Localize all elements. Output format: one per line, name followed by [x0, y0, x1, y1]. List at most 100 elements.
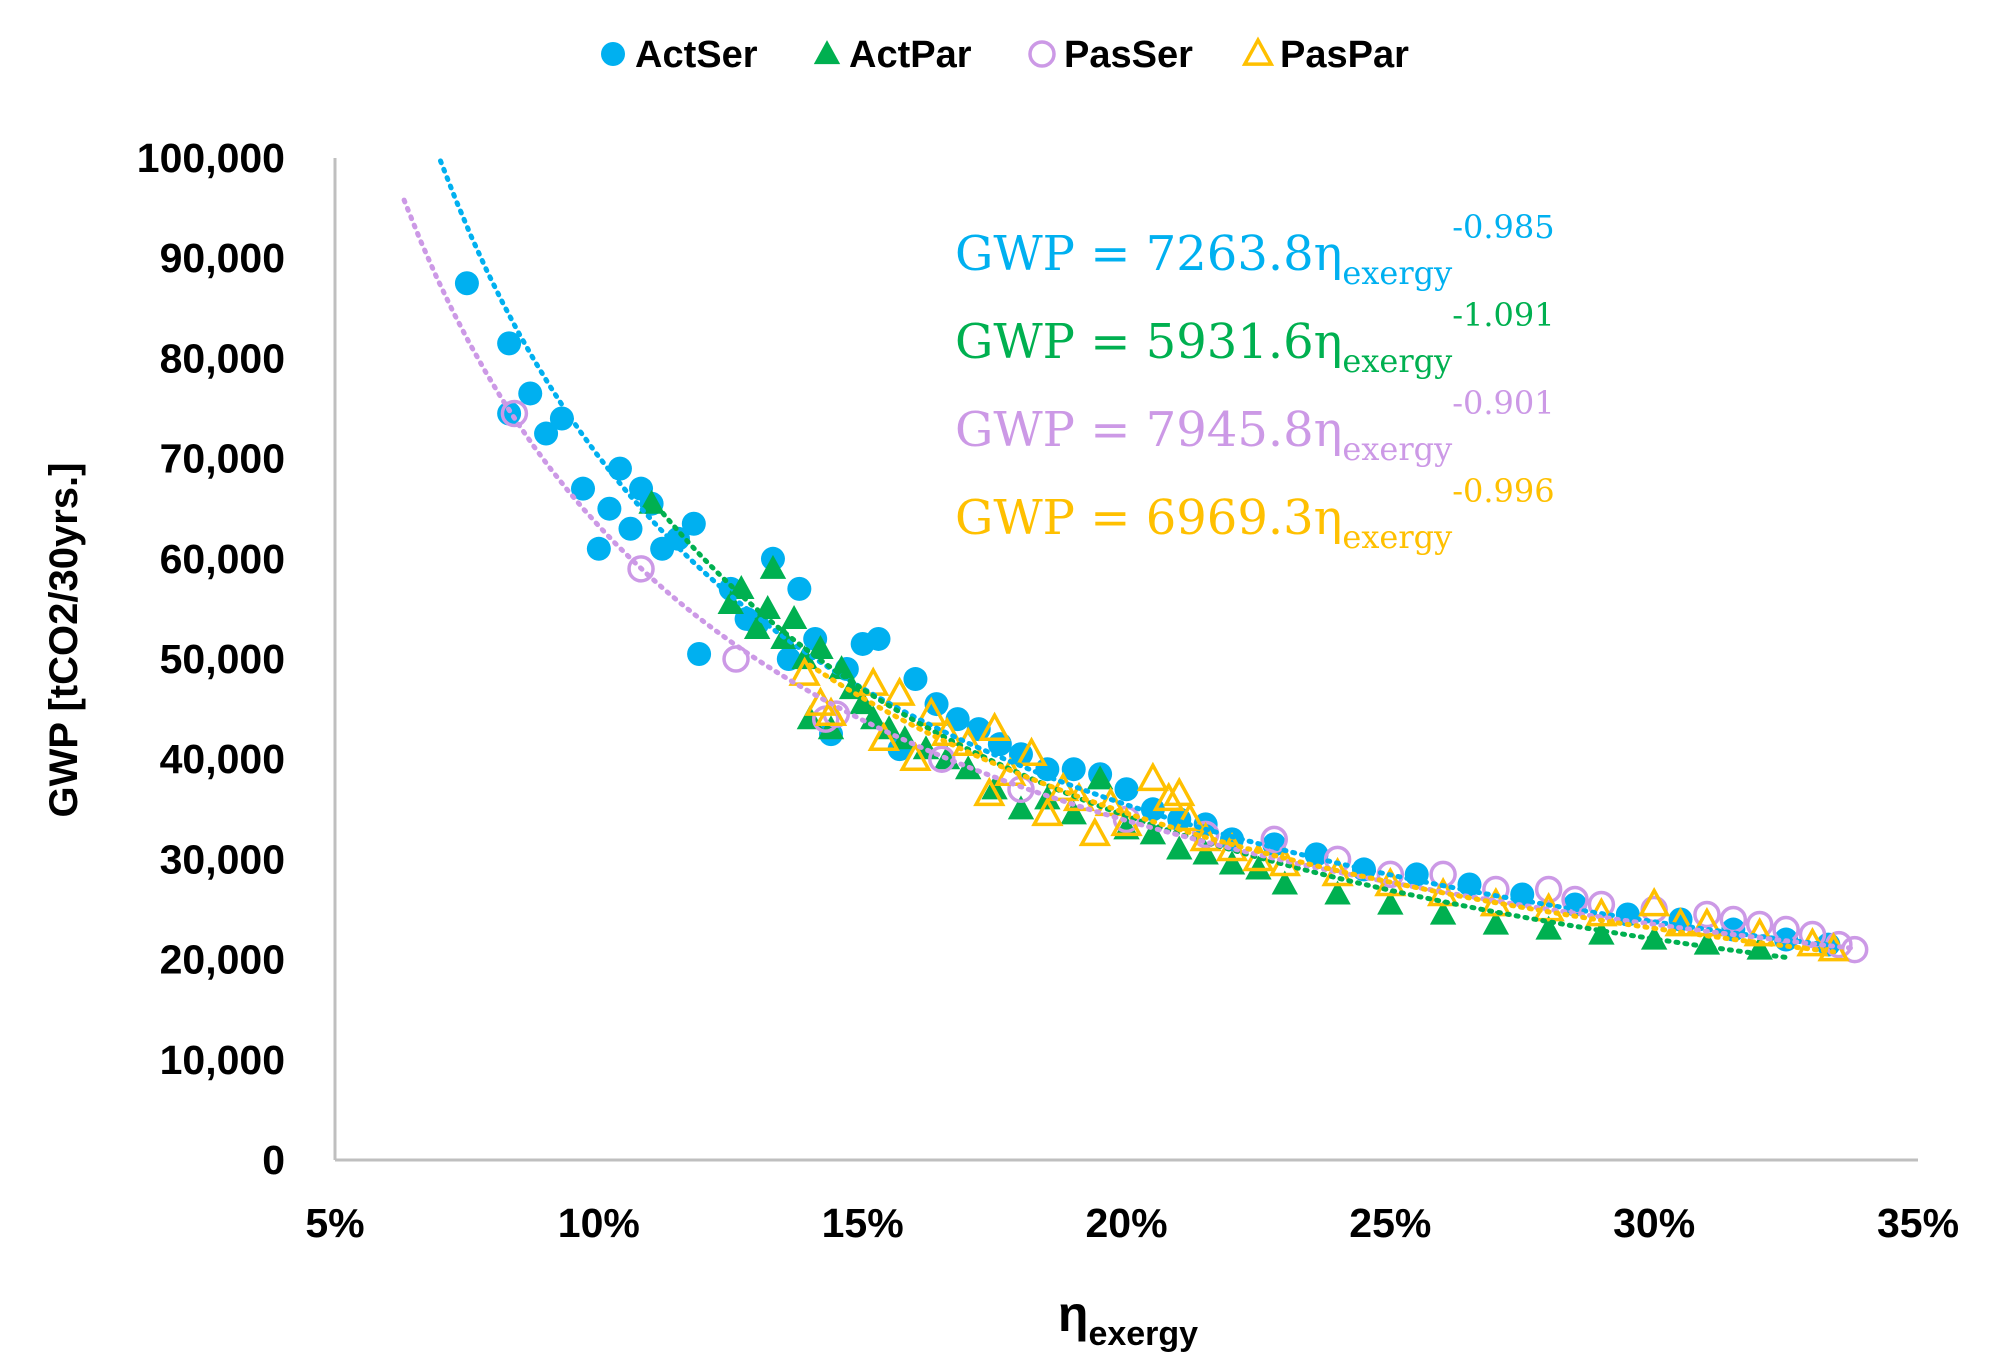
legend-label-paspar: PasPar — [1280, 34, 1409, 76]
paspar-point — [867, 721, 900, 751]
paspar-point — [883, 676, 916, 706]
actpar-point — [1588, 920, 1615, 945]
x-tick-label: 30% — [1613, 1200, 1695, 1246]
y-tick-label: 60,000 — [160, 536, 285, 582]
actser-point — [597, 496, 622, 521]
legend-item-actpar: ActPar — [813, 34, 972, 76]
actpar-point — [1429, 900, 1457, 925]
actser-point — [681, 511, 706, 536]
y-tick-label: 20,000 — [160, 937, 285, 983]
paspar-point — [1031, 796, 1064, 827]
y-tick-label: 40,000 — [160, 736, 285, 782]
x-axis-title-subscript: exergy — [1088, 1315, 1198, 1353]
y-tick-label: 80,000 — [160, 335, 285, 381]
passer-trendline — [401, 197, 1858, 951]
paspar-point — [1152, 781, 1185, 812]
actpar-point — [1218, 850, 1246, 875]
actser-point — [866, 626, 891, 651]
actpar-point — [754, 594, 781, 619]
actpar-point — [875, 715, 903, 740]
passer-point — [1376, 860, 1405, 889]
legend-label-passer: PasSer — [1064, 34, 1193, 76]
legend: ActSer ActPar PasSer PasPar — [601, 34, 1409, 76]
actpar-point — [860, 705, 887, 730]
actser-point — [618, 516, 643, 541]
passer-point — [500, 399, 529, 428]
paspar-point — [788, 656, 821, 686]
actser-point — [454, 271, 479, 296]
actser-point — [586, 536, 611, 561]
actser-point — [903, 667, 928, 692]
actpar-point — [1271, 870, 1298, 895]
passer-point — [1798, 920, 1827, 949]
x-axis-title-symbol: η — [1058, 1286, 1089, 1342]
legend-label-actpar: ActPar — [849, 34, 972, 76]
paspar-point — [1173, 801, 1206, 832]
actser-point — [687, 641, 712, 666]
legend-item-passer: PasSer — [1028, 34, 1193, 76]
plot-area: 0 10,000 20,000 30,000 40,000 50,000 60,000 70,… — [137, 135, 1959, 1246]
passer-point — [1260, 825, 1288, 854]
y-tick-label: 30,000 — [160, 836, 285, 882]
actpar-point — [1535, 915, 1562, 940]
actpar-point — [717, 589, 744, 614]
y-tick-label: 100,000 — [137, 135, 285, 181]
actser-point — [497, 331, 522, 356]
actpar-trend-equation: GWP = 5931.6ηexergy-1.091 — [955, 296, 1555, 380]
x-axis-title: ηexergy — [1058, 1286, 1198, 1353]
paspar-point — [930, 716, 964, 746]
legend-label-actser: ActSer — [635, 34, 758, 76]
paspar-point — [899, 741, 932, 772]
actser-point — [534, 421, 559, 446]
passer-trend-equation: GWP = 7945.8ηexergy-0.901 — [955, 384, 1555, 468]
paspar-point — [1163, 776, 1196, 807]
paspar-trendline — [807, 662, 1837, 955]
trendlines — [401, 158, 1858, 960]
passer-point — [1640, 895, 1668, 924]
actpar-point — [1007, 795, 1035, 820]
x-tick-label: 10% — [558, 1200, 640, 1246]
passer-point — [1534, 875, 1563, 904]
actpar-point — [849, 690, 876, 715]
x-tick-label: 35% — [1877, 1200, 1959, 1246]
actpar-point — [728, 574, 755, 599]
legend-marker-paspar — [1241, 36, 1275, 66]
paspar-point — [1078, 816, 1111, 847]
legend-item-actser: ActSer — [601, 34, 758, 76]
actser-trend-equation: GWP = 7263.8ηexergy-0.985 — [955, 208, 1555, 292]
actser-point — [571, 476, 596, 501]
paspar-point — [1136, 761, 1170, 792]
legend-marker-actser — [601, 42, 625, 66]
paspar-point — [1638, 886, 1671, 917]
paspar-point — [973, 776, 1006, 807]
actpar-point — [743, 615, 771, 640]
y-tick-label: 50,000 — [160, 636, 285, 682]
y-tick-label: 90,000 — [160, 235, 285, 281]
x-tick-label: 20% — [1085, 1200, 1167, 1246]
actser-point — [1114, 777, 1139, 802]
paspar-point — [978, 711, 1011, 741]
actser-point — [1061, 757, 1086, 782]
actser-point — [987, 732, 1012, 757]
actpar-point — [1166, 835, 1193, 860]
y-tick-labels: 0 10,000 20,000 30,000 40,000 50,000 60,000 70,… — [137, 135, 285, 1183]
paspar-point — [804, 686, 837, 716]
paspar-point — [1094, 786, 1127, 817]
actpar-point — [1324, 880, 1351, 905]
x-tick-label: 15% — [822, 1200, 904, 1246]
x-tick-label: 25% — [1349, 1200, 1431, 1246]
x-tick-label: 5% — [305, 1200, 364, 1246]
paspar-trend-equation: GWP = 6969.3ηexergy-0.996 — [955, 472, 1555, 556]
actpar-point — [1192, 840, 1219, 865]
y-axis-title: GWP [tCO2/30yrs.] — [42, 463, 86, 818]
actser-trendline — [438, 158, 1842, 949]
data-points — [454, 271, 1869, 964]
actpar-point — [780, 605, 808, 629]
actser-point — [787, 576, 812, 601]
actpar-point — [759, 554, 787, 579]
actpar-point — [1482, 910, 1510, 935]
passer-point — [1693, 900, 1721, 929]
legend-marker-actpar — [813, 40, 841, 65]
actser-point — [518, 381, 543, 406]
